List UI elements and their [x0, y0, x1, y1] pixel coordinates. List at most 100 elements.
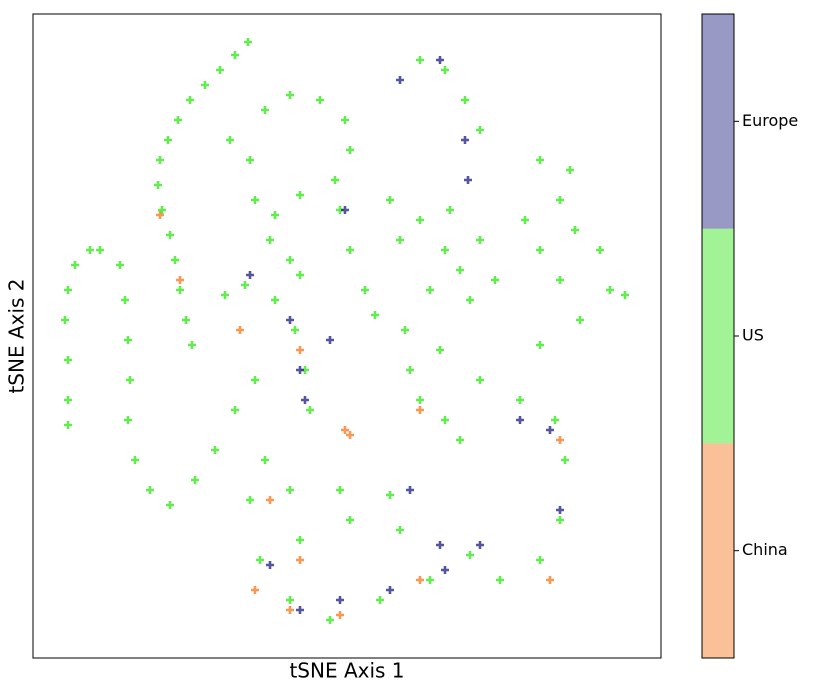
point [476, 126, 484, 134]
point [416, 576, 424, 584]
colorbar-segment [702, 14, 734, 229]
point [171, 256, 179, 264]
point [476, 236, 484, 244]
point [461, 136, 469, 144]
point [226, 136, 234, 144]
point [286, 486, 294, 494]
point [296, 556, 304, 564]
point [416, 396, 424, 404]
point [491, 276, 499, 284]
point [361, 286, 369, 294]
point [126, 376, 134, 384]
point [536, 246, 544, 254]
point [216, 66, 224, 74]
point [496, 576, 504, 584]
point [116, 261, 124, 269]
point [244, 38, 252, 46]
point [556, 506, 564, 514]
point [596, 246, 604, 254]
point [466, 296, 474, 304]
point [536, 341, 544, 349]
points [61, 38, 629, 624]
point [61, 316, 69, 324]
point [441, 246, 449, 254]
point [291, 326, 299, 334]
point [456, 266, 464, 274]
point [174, 116, 182, 124]
point [296, 346, 304, 354]
colorbar-frame [701, 13, 735, 659]
point [436, 56, 444, 64]
point [131, 456, 139, 464]
point [296, 366, 304, 374]
y-axis-label: tSNE Axis 2 [5, 278, 29, 393]
point [266, 496, 274, 504]
point [621, 291, 629, 299]
point [176, 276, 184, 284]
point [176, 286, 184, 294]
point [156, 211, 164, 219]
point [346, 431, 354, 439]
point [416, 56, 424, 64]
point [606, 286, 614, 294]
point [571, 226, 579, 234]
point [436, 346, 444, 354]
point [476, 541, 484, 549]
point [446, 206, 454, 214]
point [146, 486, 154, 494]
colorbar-label: Europe [742, 111, 798, 130]
point [246, 271, 254, 279]
point [464, 176, 472, 184]
point [306, 406, 314, 414]
point [266, 561, 274, 569]
point [182, 316, 190, 324]
point [536, 556, 544, 564]
point [156, 156, 164, 164]
point [516, 396, 524, 404]
colorbar-segment [702, 228, 734, 444]
point [256, 556, 264, 564]
point [441, 66, 449, 74]
point [406, 366, 414, 374]
point [386, 196, 394, 204]
point [286, 316, 294, 324]
point [346, 246, 354, 254]
point [326, 616, 334, 624]
point [336, 611, 344, 619]
point [96, 246, 104, 254]
point [466, 551, 474, 559]
plot-frame [32, 13, 662, 659]
point [556, 276, 564, 284]
point [556, 196, 564, 204]
point [166, 501, 174, 509]
point [371, 311, 379, 319]
x-axis-label: tSNE Axis 1 [289, 659, 404, 683]
point [231, 51, 239, 59]
point [64, 396, 72, 404]
point [426, 286, 434, 294]
point [261, 106, 269, 114]
point [266, 236, 274, 244]
point [191, 476, 199, 484]
point [261, 456, 269, 464]
point [154, 181, 162, 189]
point [296, 536, 304, 544]
point [556, 516, 564, 524]
point [246, 156, 254, 164]
point [251, 376, 259, 384]
colorbar-label: US [742, 326, 764, 345]
point [551, 416, 559, 424]
point [456, 436, 464, 444]
point [166, 231, 174, 239]
point [246, 496, 254, 504]
point [566, 166, 574, 174]
point [346, 516, 354, 524]
point [188, 341, 196, 349]
point [441, 416, 449, 424]
point [426, 576, 434, 584]
point [221, 291, 229, 299]
point [561, 456, 569, 464]
point [556, 436, 564, 444]
point [124, 416, 132, 424]
point [286, 91, 294, 99]
